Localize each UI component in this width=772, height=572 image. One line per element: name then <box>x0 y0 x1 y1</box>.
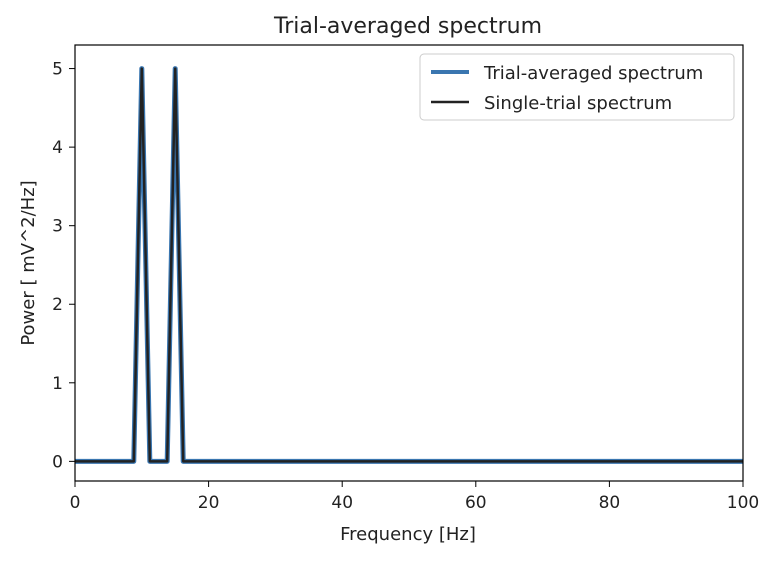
legend-label-single-trial: Single-trial spectrum <box>484 93 672 114</box>
y-tick-label: 1 <box>52 374 63 394</box>
plot-area <box>74 44 744 482</box>
x-tick-label: 100 <box>727 493 759 513</box>
y-axis-ticks: 0 1 2 3 4 5 <box>52 60 75 472</box>
series-line-1 <box>75 67 743 463</box>
x-axis-ticks: 0 20 40 60 80 100 <box>70 481 759 513</box>
legend-label-trial-averaged: Trial-averaged spectrum <box>483 63 703 84</box>
y-tick-label: 3 <box>52 217 63 237</box>
legend: Trial-averaged spectrum Single-trial spe… <box>419 53 735 121</box>
x-axis-label: Frequency [Hz] <box>340 524 476 545</box>
y-tick-label: 2 <box>52 295 63 315</box>
x-tick-label: 20 <box>198 493 220 513</box>
legend-frame <box>419 53 735 121</box>
x-tick-label: 80 <box>599 493 621 513</box>
chart-title: Trial-averaged spectrum <box>273 14 542 39</box>
x-tick-label: 40 <box>331 493 353 513</box>
series-layer <box>75 66 743 464</box>
axes-frame <box>74 44 744 482</box>
y-tick-label: 5 <box>52 60 63 80</box>
y-tick-label: 4 <box>52 138 63 158</box>
x-tick-label: 60 <box>465 493 487 513</box>
y-tick-label: 0 <box>52 452 63 472</box>
y-axis-label: Power [ mV^2/Hz] <box>18 180 39 345</box>
x-tick-label: 0 <box>70 493 81 513</box>
